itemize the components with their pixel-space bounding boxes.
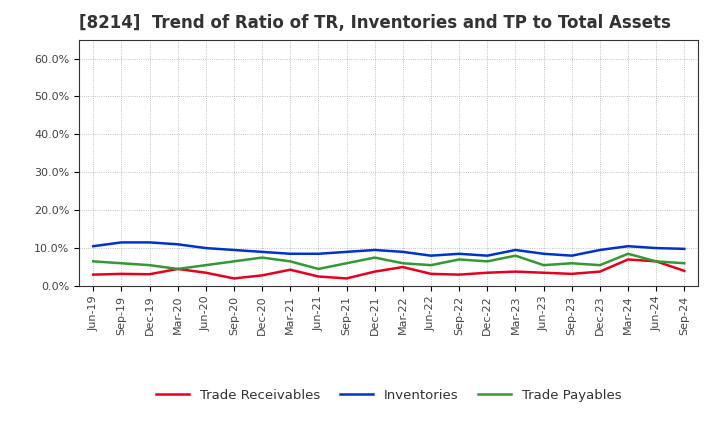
Trade Payables	[624, 251, 632, 257]
Inventories	[595, 247, 604, 253]
Trade Receivables	[314, 274, 323, 279]
Trade Payables	[652, 259, 660, 264]
Inventories	[652, 246, 660, 251]
Inventories	[202, 246, 210, 251]
Inventories	[286, 251, 294, 257]
Line: Trade Payables: Trade Payables	[94, 254, 684, 269]
Trade Payables	[230, 259, 238, 264]
Trade Payables	[370, 255, 379, 260]
Trade Receivables	[652, 259, 660, 264]
Line: Inventories: Inventories	[94, 242, 684, 256]
Trade Receivables	[399, 264, 408, 270]
Trade Payables	[539, 263, 548, 268]
Trade Payables	[595, 263, 604, 268]
Trade Receivables	[539, 270, 548, 275]
Inventories	[314, 251, 323, 257]
Legend: Trade Receivables, Inventories, Trade Payables: Trade Receivables, Inventories, Trade Pa…	[151, 384, 626, 407]
Trade Receivables	[342, 276, 351, 281]
Trade Payables	[314, 266, 323, 271]
Trade Payables	[258, 255, 266, 260]
Inventories	[680, 246, 688, 252]
Trade Payables	[202, 263, 210, 268]
Trade Receivables	[174, 266, 182, 271]
Trade Receivables	[370, 269, 379, 274]
Trade Receivables	[286, 267, 294, 272]
Trade Receivables	[427, 271, 436, 276]
Inventories	[117, 240, 126, 245]
Trade Receivables	[258, 273, 266, 278]
Inventories	[342, 249, 351, 254]
Trade Receivables	[202, 270, 210, 275]
Trade Payables	[89, 259, 98, 264]
Trade Payables	[455, 257, 464, 262]
Trade Payables	[427, 263, 436, 268]
Inventories	[145, 240, 154, 245]
Inventories	[567, 253, 576, 258]
Trade Receivables	[455, 272, 464, 277]
Inventories	[483, 253, 492, 258]
Inventories	[89, 244, 98, 249]
Trade Receivables	[230, 276, 238, 281]
Trade Payables	[567, 260, 576, 266]
Trade Payables	[483, 259, 492, 264]
Inventories	[455, 251, 464, 257]
Trade Receivables	[680, 268, 688, 274]
Trade Receivables	[89, 272, 98, 277]
Inventories	[174, 242, 182, 247]
Trade Receivables	[145, 271, 154, 277]
Trade Receivables	[567, 271, 576, 276]
Inventories	[258, 249, 266, 254]
Trade Payables	[342, 260, 351, 266]
Trade Payables	[145, 263, 154, 268]
Inventories	[427, 253, 436, 258]
Trade Receivables	[595, 269, 604, 274]
Trade Payables	[680, 260, 688, 266]
Inventories	[370, 247, 379, 253]
Trade Payables	[286, 259, 294, 264]
Inventories	[230, 247, 238, 253]
Inventories	[399, 249, 408, 254]
Inventories	[624, 244, 632, 249]
Inventories	[511, 247, 520, 253]
Trade Receivables	[511, 269, 520, 274]
Trade Payables	[117, 260, 126, 266]
Trade Payables	[174, 266, 182, 271]
Trade Payables	[511, 253, 520, 258]
Line: Trade Receivables: Trade Receivables	[94, 260, 684, 279]
Trade Receivables	[483, 270, 492, 275]
Text: [8214]  Trend of Ratio of TR, Inventories and TP to Total Assets: [8214] Trend of Ratio of TR, Inventories…	[79, 15, 671, 33]
Inventories	[539, 251, 548, 257]
Trade Payables	[399, 260, 408, 266]
Trade Receivables	[117, 271, 126, 276]
Trade Receivables	[624, 257, 632, 262]
